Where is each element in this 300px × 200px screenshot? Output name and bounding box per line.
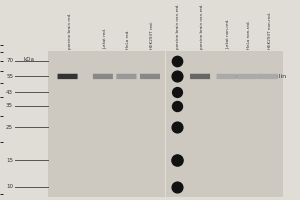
Text: Jurkat non-red.: Jurkat non-red. [226, 19, 231, 49]
Text: 55: 55 [6, 74, 13, 79]
Text: Jurkat red.: Jurkat red. [103, 28, 107, 49]
Text: 35: 35 [6, 103, 13, 108]
Text: 43: 43 [6, 90, 13, 95]
Point [174, 104, 179, 107]
Text: HeLa non-red.: HeLa non-red. [247, 21, 251, 49]
Bar [48, 51, 165, 197]
Text: 10: 10 [6, 184, 13, 189]
Point [174, 59, 179, 62]
FancyBboxPatch shape [237, 74, 257, 79]
Point [174, 159, 179, 162]
FancyBboxPatch shape [140, 74, 160, 79]
Point [174, 126, 179, 129]
FancyBboxPatch shape [190, 74, 210, 79]
FancyBboxPatch shape [116, 74, 136, 79]
Text: porcine brain non-red.: porcine brain non-red. [200, 4, 204, 49]
Text: alpha/beta-tubulin: alpha/beta-tubulin [229, 74, 287, 79]
Text: kDa: kDa [24, 57, 35, 62]
FancyBboxPatch shape [58, 74, 78, 79]
FancyBboxPatch shape [93, 74, 113, 79]
Point [174, 185, 179, 188]
Text: porcine brain non-red.: porcine brain non-red. [176, 4, 181, 49]
Text: HEK293T non-red.: HEK293T non-red. [268, 12, 272, 49]
Bar [166, 51, 283, 197]
Text: HeLa red.: HeLa red. [126, 30, 130, 49]
Text: 15: 15 [6, 158, 13, 163]
Point [174, 75, 179, 78]
FancyBboxPatch shape [258, 74, 278, 79]
Point [174, 91, 179, 94]
Text: 70: 70 [6, 58, 13, 63]
FancyBboxPatch shape [217, 74, 237, 79]
Text: 25: 25 [6, 125, 13, 130]
Text: porcine brain red.: porcine brain red. [68, 13, 72, 49]
Text: HEK293T red.: HEK293T red. [150, 21, 154, 49]
